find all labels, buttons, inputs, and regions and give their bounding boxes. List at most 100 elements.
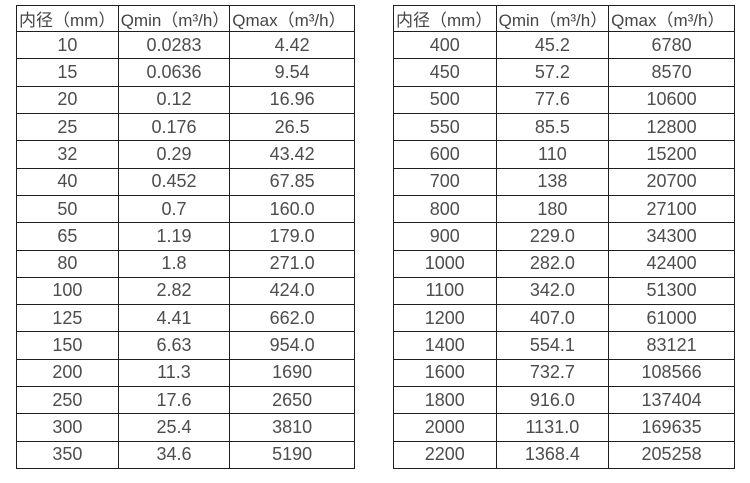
table-cell: 1800 [393, 386, 497, 415]
table-cell: 1200 [393, 304, 497, 333]
table-cell: 10 [16, 30, 119, 60]
table-row: 80 1.8 271.0 [16, 249, 355, 278]
table-cell: 150 [16, 331, 119, 360]
table-cell: 700 [393, 167, 497, 196]
table-cell: 2.82 [117, 276, 231, 306]
table-cell: 282.0 [495, 249, 610, 278]
table-cell: 0.7 [117, 194, 231, 224]
table-row: 700 138 20700 [393, 167, 735, 196]
table-cell: 229.0 [495, 222, 610, 251]
table-row: 200 11.3 1690 [16, 358, 355, 388]
table-cell: 200 [16, 358, 119, 388]
table-cell: 500 [393, 85, 497, 114]
table-cell: 125 [16, 304, 119, 333]
table-cell: 205258 [608, 440, 735, 470]
table-cell: 1690 [229, 358, 355, 388]
table-cell: 662.0 [229, 304, 355, 333]
table-cell: 179.0 [229, 222, 355, 251]
table-cell: 550 [393, 112, 497, 142]
table-cell: 8570 [608, 58, 735, 87]
table-cell: 2200 [393, 440, 497, 470]
table-row: 2000 1131.0 169635 [393, 413, 735, 442]
table-cell: 0.29 [117, 140, 231, 169]
table-cell: 77.6 [495, 85, 610, 114]
table-cell: 350 [16, 440, 119, 470]
table-cell: 17.6 [117, 386, 231, 415]
table-row: 1000 282.0 42400 [393, 249, 735, 278]
table-cell: 400 [393, 30, 497, 60]
table-cell: 1.19 [117, 222, 231, 251]
table-cell: 67.85 [229, 167, 355, 196]
table-cell: 6.63 [117, 331, 231, 360]
table-cell: 732.7 [495, 358, 610, 388]
table-cell: 85.5 [495, 112, 610, 142]
header-row: 内径（mm） Qmin（m³/h） Qmax（m³/h） [393, 5, 735, 32]
table-cell: 40 [16, 167, 119, 196]
table-cell: 20 [16, 85, 119, 114]
table-cell: 50 [16, 194, 119, 224]
table-row: 15 0.0636 9.54 [16, 58, 355, 87]
table-cell: 916.0 [495, 386, 610, 415]
table-cell: 42400 [608, 249, 735, 278]
table-cell: 407.0 [495, 304, 610, 333]
table-cell: 1.8 [117, 249, 231, 278]
table-row: 550 85.5 12800 [393, 112, 735, 142]
column-header: Qmin（m³/h） [117, 5, 231, 32]
table-cell: 100 [16, 276, 119, 306]
table-row: 65 1.19 179.0 [16, 222, 355, 251]
table-cell: 65 [16, 222, 119, 251]
table-row: 20 0.12 16.96 [16, 85, 355, 114]
table-cell: 10600 [608, 85, 735, 114]
table-cell: 5190 [229, 440, 355, 470]
table-row: 100 2.82 424.0 [16, 276, 355, 306]
table-cell: 300 [16, 413, 119, 442]
column-header: 内径（mm） [393, 5, 497, 32]
table-row: 2200 1368.4 205258 [393, 440, 735, 470]
table-cell: 1400 [393, 331, 497, 360]
table-cell: 1368.4 [495, 440, 610, 470]
table-cell: 138 [495, 167, 610, 196]
table-cell: 0.12 [117, 85, 231, 114]
table-cell: 32 [16, 140, 119, 169]
table-cell: 34300 [608, 222, 735, 251]
table-cell: 4.42 [229, 30, 355, 60]
table-row: 350 34.6 5190 [16, 440, 355, 470]
header-row: 内径（mm） Qmin（m³/h） Qmax（m³/h） [16, 5, 355, 32]
table-cell: 0.0283 [117, 30, 231, 60]
table-cell: 250 [16, 386, 119, 415]
table-cell: 137404 [608, 386, 735, 415]
table-cell: 4.41 [117, 304, 231, 333]
table-cell: 26.5 [229, 112, 355, 142]
table-cell: 51300 [608, 276, 735, 306]
table-row: 40 0.452 67.85 [16, 167, 355, 196]
table-cell: 9.54 [229, 58, 355, 87]
table-cell: 169635 [608, 413, 735, 442]
flow-spec-table-large-diameters: 内径（mm） Qmin（m³/h） Qmax（m³/h） 400 45.2 6780 450… [393, 5, 735, 470]
table-cell: 0.452 [117, 167, 231, 196]
table-row: 800 180 27100 [393, 194, 735, 224]
table-cell: 27100 [608, 194, 735, 224]
table-cell: 2650 [229, 386, 355, 415]
table-cell: 954.0 [229, 331, 355, 360]
table-cell: 424.0 [229, 276, 355, 306]
table-cell: 43.42 [229, 140, 355, 169]
table-row: 32 0.29 43.42 [16, 140, 355, 169]
table-cell: 180 [495, 194, 610, 224]
table-cell: 2000 [393, 413, 497, 442]
table-cell: 45.2 [495, 30, 610, 60]
table-cell: 61000 [608, 304, 735, 333]
table-cell: 1000 [393, 249, 497, 278]
table-cell: 25 [16, 112, 119, 142]
table-cell: 20700 [608, 167, 735, 196]
table-row: 150 6.63 954.0 [16, 331, 355, 360]
table-cell: 16.96 [229, 85, 355, 114]
table-row: 500 77.6 10600 [393, 85, 735, 114]
table-row: 1100 342.0 51300 [393, 276, 735, 306]
table-cell: 600 [393, 140, 497, 169]
table-cell: 108566 [608, 358, 735, 388]
column-header: Qmin（m³/h） [495, 5, 610, 32]
table-row: 25 0.176 26.5 [16, 112, 355, 142]
table-cell: 800 [393, 194, 497, 224]
table-cell: 342.0 [495, 276, 610, 306]
